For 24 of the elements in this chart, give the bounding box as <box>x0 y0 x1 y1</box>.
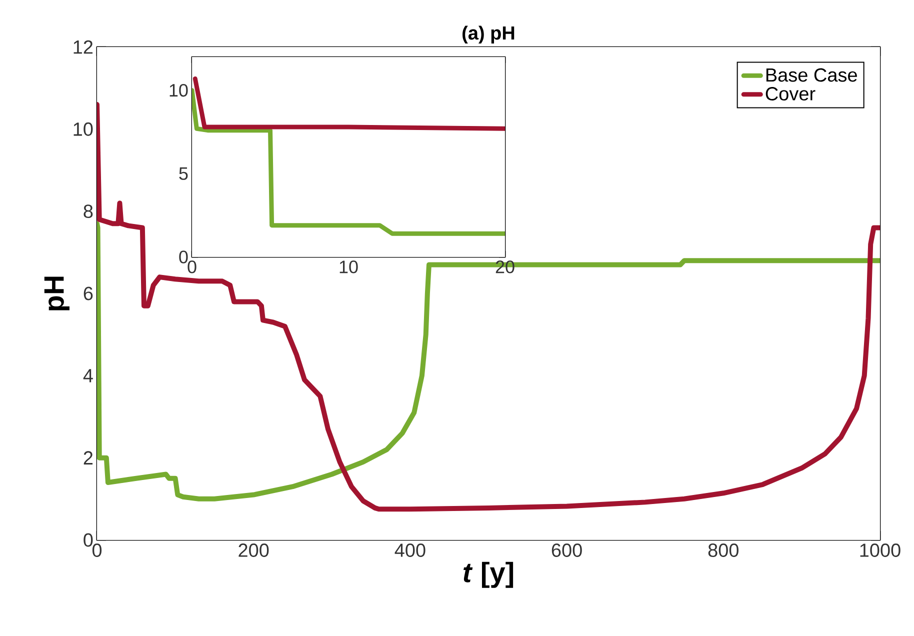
y-tick-label: 10 <box>74 122 93 136</box>
chart-title: (a) pH <box>462 26 514 44</box>
x-tick-label: 0 <box>92 544 102 557</box>
y-tick-label: 10 <box>170 84 188 97</box>
y-tick-label: 6 <box>84 286 93 300</box>
x-tick-label: 600 <box>552 544 582 557</box>
y-tick-label: 0 <box>179 250 188 264</box>
y-tick-label: 2 <box>84 451 93 464</box>
y-tick-label: 5 <box>179 167 188 180</box>
x-tick-label: 20 <box>496 260 514 274</box>
x-tick-label: 800 <box>708 544 738 557</box>
x-tick-label: 400 <box>394 544 426 557</box>
y-tick-label: 0 <box>84 533 93 547</box>
y-tick-label: 12 <box>74 40 93 54</box>
y-axis-title: pH <box>44 276 70 310</box>
y-tick-label: 8 <box>84 204 93 218</box>
legend-label: Cover <box>766 87 816 100</box>
x-tick-label: 0 <box>188 260 196 274</box>
x-axis-title: t [y] <box>464 562 514 588</box>
x-tick-label: 200 <box>238 544 269 557</box>
x-tick-label: 10 <box>340 260 358 274</box>
x-tick-label: 1000 <box>860 544 900 557</box>
y-tick-label: 4 <box>83 369 93 382</box>
legend-label: Base Case <box>766 68 857 82</box>
